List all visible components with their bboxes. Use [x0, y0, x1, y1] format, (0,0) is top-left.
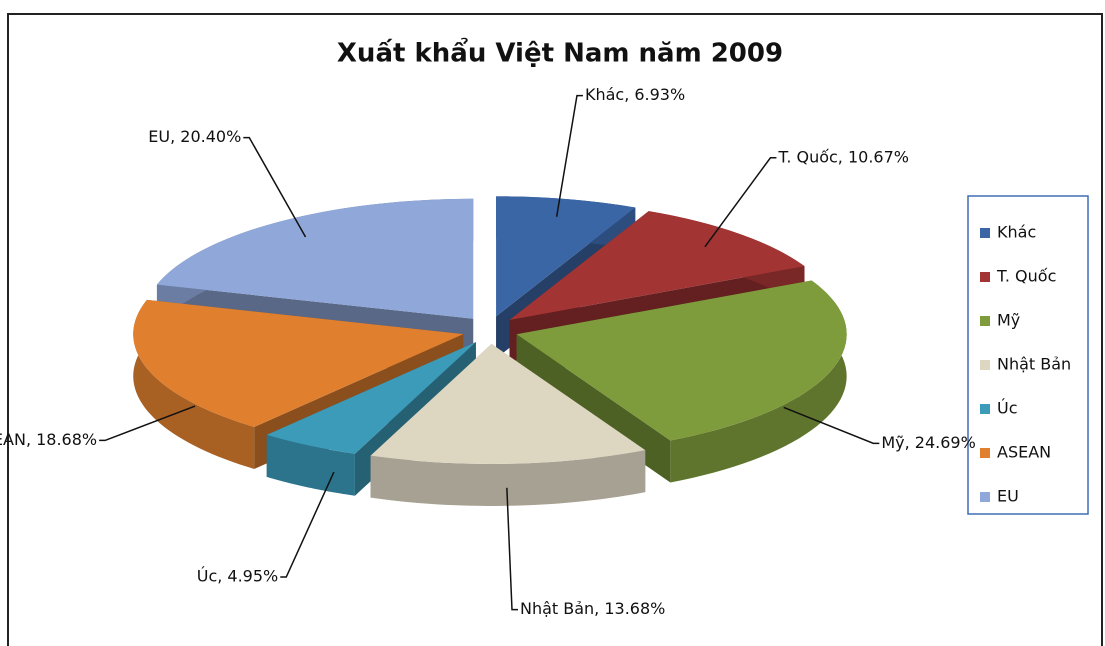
pie-slice — [516, 280, 847, 441]
chart-title: Xuất khẩu Việt Nam năm 2009 — [337, 36, 783, 69]
legend-swatch — [980, 272, 990, 282]
legend-swatch — [980, 228, 990, 238]
data-label: T. Quốc, 10.67% — [777, 147, 909, 166]
legend-swatch — [980, 316, 990, 326]
legend-swatch — [980, 492, 990, 502]
data-label: Khác, 6.93% — [585, 85, 685, 104]
leader-line — [506, 487, 518, 611]
slice-outer-wall — [370, 450, 646, 506]
leader-line — [704, 157, 777, 248]
data-label: Mỹ, 24.69% — [881, 433, 975, 452]
legend-label: Mỹ — [997, 311, 1020, 330]
legend-swatch — [980, 360, 990, 370]
slice-outer-wall — [133, 299, 255, 469]
leader-line — [555, 94, 583, 217]
data-label: Nhật Bản, 13.68% — [520, 599, 665, 618]
leader-line — [280, 471, 335, 578]
legend-swatch — [980, 404, 990, 414]
slice — [370, 343, 646, 506]
legend-label: Nhật Bản — [997, 355, 1071, 374]
legend-label: Úc — [997, 399, 1018, 418]
legend-label: ASEAN — [997, 443, 1051, 462]
pie-slice — [370, 343, 646, 464]
pie-slice — [133, 299, 464, 427]
legend-label: Khác — [997, 223, 1036, 242]
slice-outer-wall — [670, 280, 847, 483]
pie-slice — [509, 211, 805, 320]
leader-line — [783, 406, 880, 445]
data-label: ASEAN, 18.68% — [0, 430, 97, 449]
slice-outer-wall — [266, 434, 355, 496]
leader-line — [99, 405, 196, 442]
pie-slice — [156, 198, 474, 319]
legend-label: T. Quốc — [996, 267, 1056, 286]
data-label: EU, 20.40% — [148, 127, 241, 146]
pie-slice — [266, 342, 476, 454]
pie-slice — [496, 196, 636, 317]
legend-box — [967, 195, 1089, 515]
data-label: Úc, 4.95% — [197, 566, 279, 585]
legend-label: EU — [997, 487, 1019, 506]
leader-line — [243, 136, 307, 238]
legend-swatch — [980, 448, 990, 458]
